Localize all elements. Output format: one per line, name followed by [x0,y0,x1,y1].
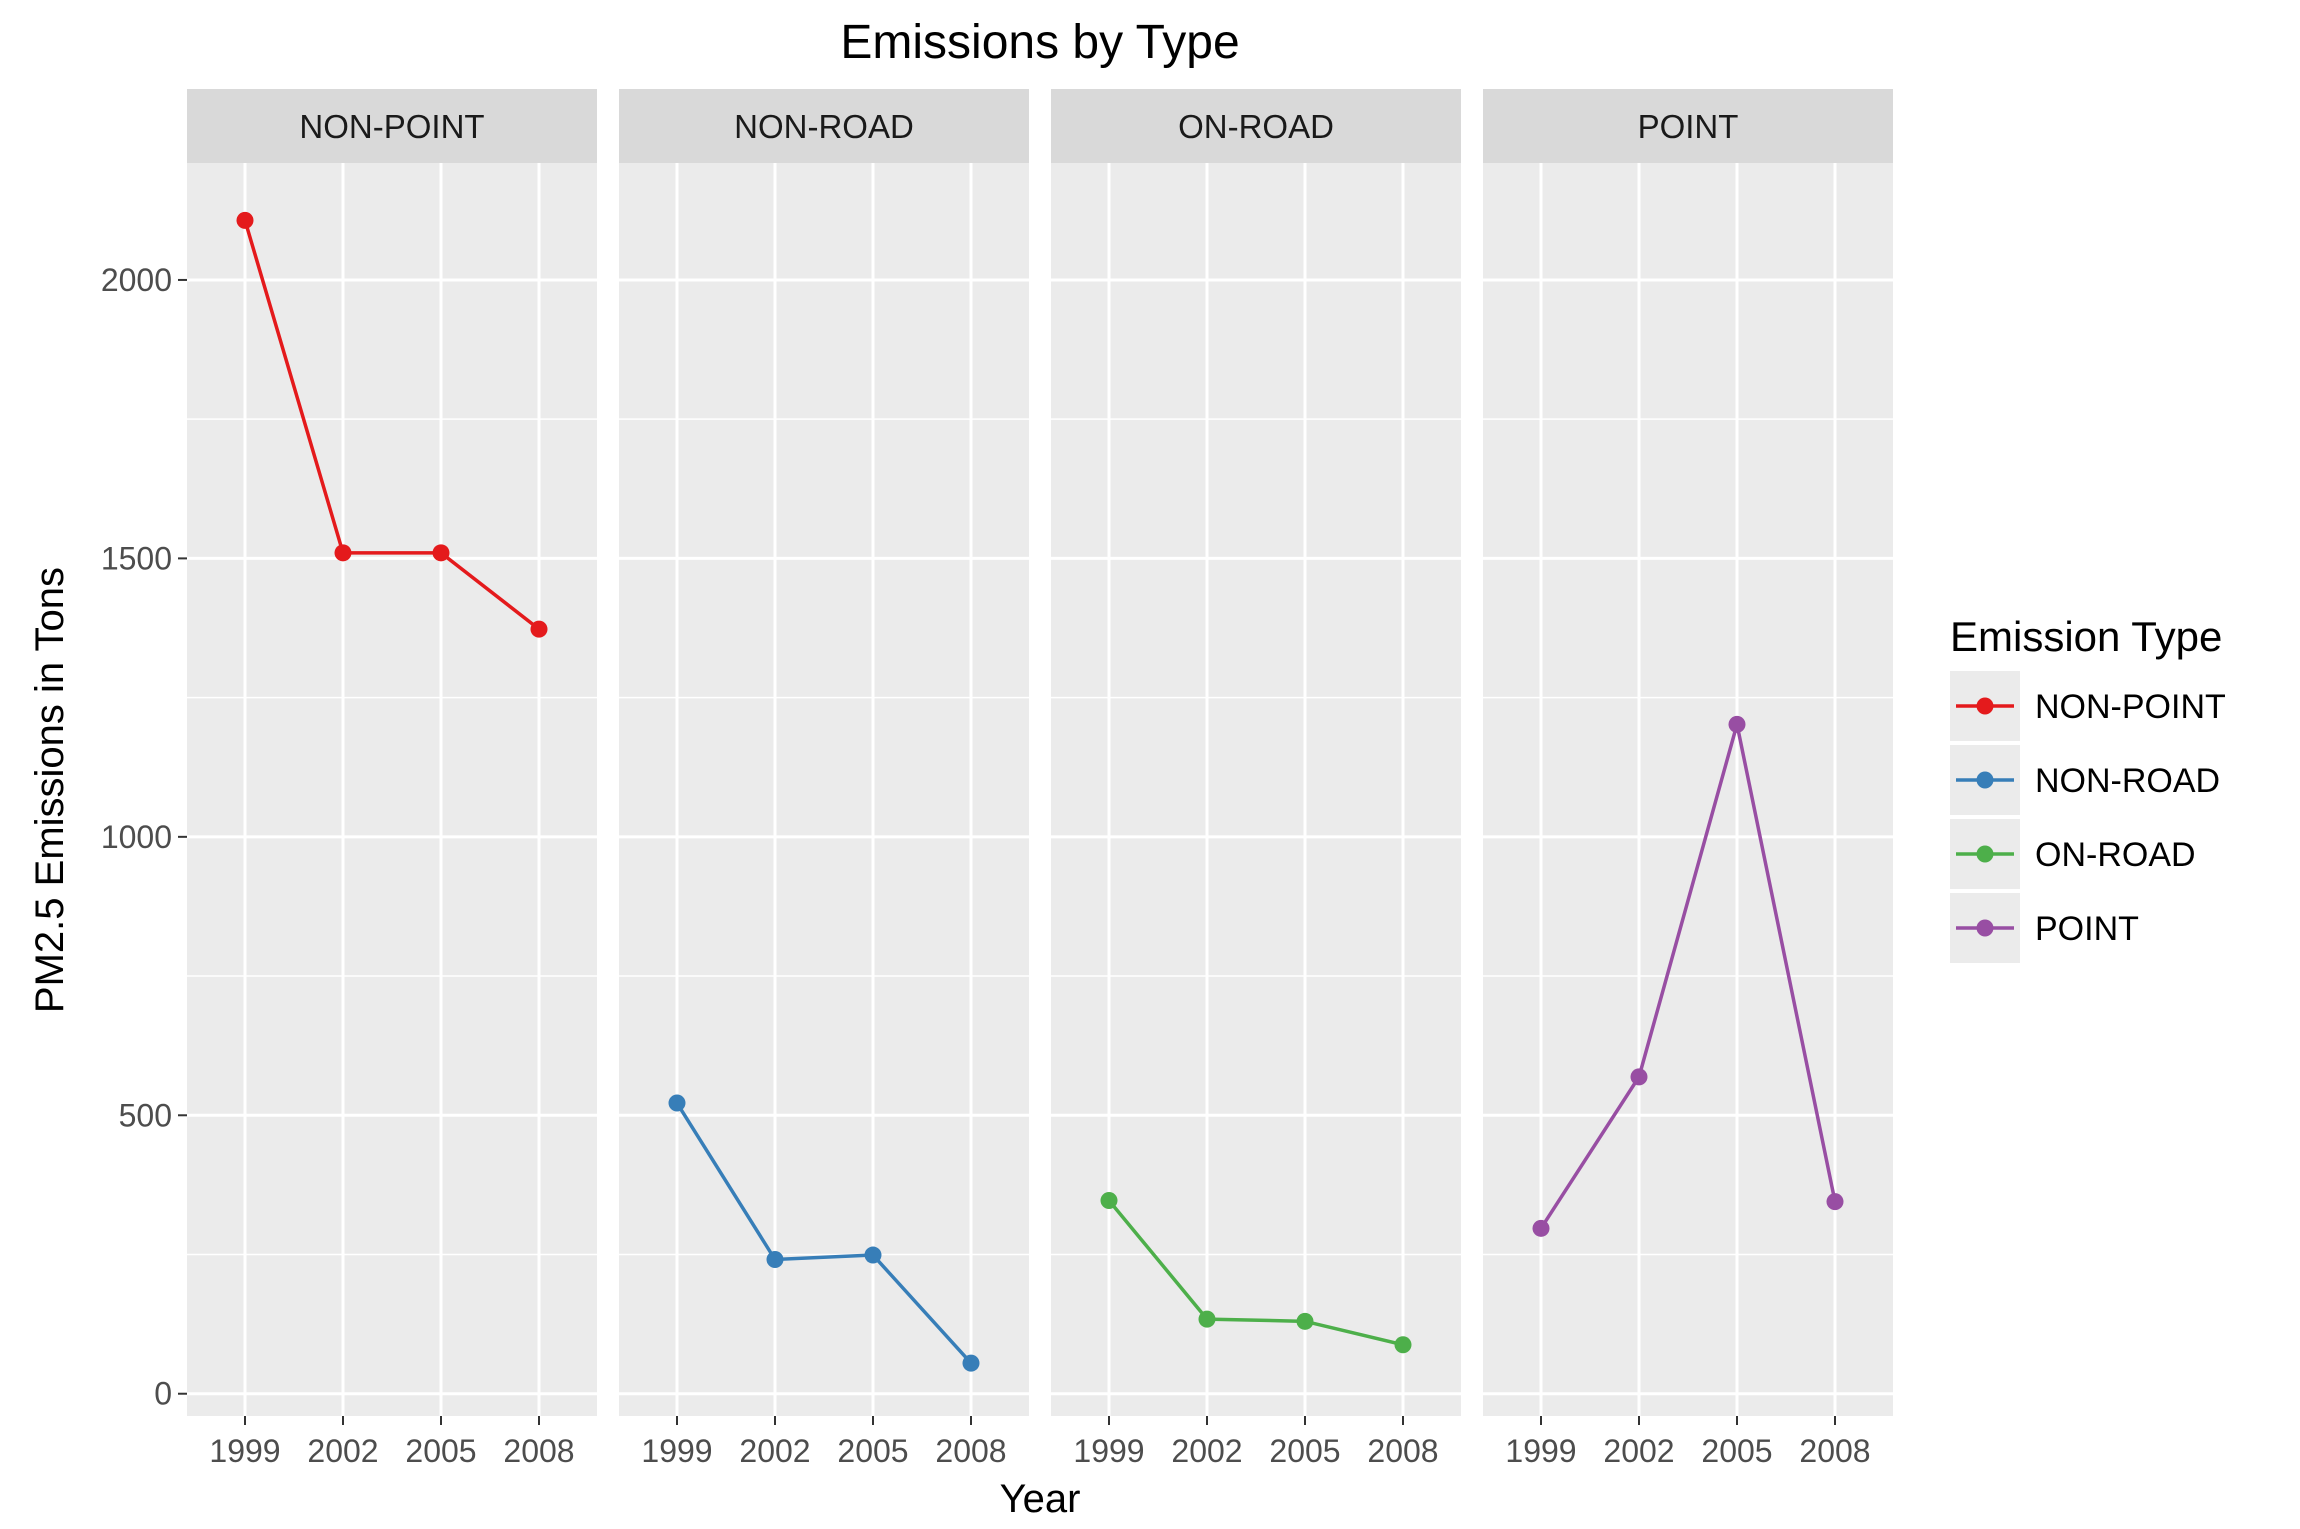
x-tick-label: 2008 [1367,1433,1438,1469]
y-axis: 0 500 1000 1500 2000 [101,262,187,1412]
legend-entry-on-road: ON-ROAD [1950,819,2196,889]
x-tick-label: 2005 [405,1433,476,1469]
x-tick-label: 2005 [837,1433,908,1469]
x-tick-label: 2002 [1171,1433,1242,1469]
facet-non-road: NON-ROAD 1999 2002 2005 2008 [619,89,1029,1469]
data-point [1630,1068,1648,1086]
facet-non-point: NON-POINT 1999 2002 2005 2008 [187,89,597,1469]
legend-key-point [1976,771,1994,789]
series-line-non-point [243,219,541,631]
data-point [236,211,254,229]
panel-background [187,163,597,1416]
data-point [432,544,450,562]
y-tick-label: 500 [119,1097,172,1133]
data-point [864,1246,882,1264]
x-tick-label: 2008 [1799,1433,1870,1469]
y-tick-label: 2000 [101,262,172,298]
panel-background [1483,163,1893,1416]
x-tick-label: 2005 [1701,1433,1772,1469]
x-tick-label: 2005 [1269,1433,1340,1469]
y-tick-label: 1000 [101,819,172,855]
panel-background [619,163,1029,1416]
data-point [962,1354,980,1372]
x-axis-label: Year [1000,1477,1081,1521]
data-point [1728,715,1746,733]
legend: Emission Type NON-POINT NON-ROAD ON-ROAD POI… [1950,613,2226,963]
legend-entry-label: POINT [2035,910,2139,948]
series-line-on-road [1107,1199,1404,1347]
x-tick-label: 2002 [1603,1433,1674,1469]
series-line-non-road [675,1102,973,1365]
facet-strip-label: NON-ROAD [734,108,914,145]
legend-entry-label: NON-POINT [2035,688,2226,726]
x-tick-label: 1999 [209,1433,280,1469]
data-point [1532,1219,1550,1237]
data-point [1394,1336,1412,1354]
legend-entry-non-road: NON-ROAD [1950,745,2220,815]
x-tick-label: 2008 [935,1433,1006,1469]
facet-strip [1051,89,1461,163]
legend-key-point [1976,845,1994,863]
legend-entry-label: NON-ROAD [2035,762,2220,800]
legend-entry-label: ON-ROAD [2035,836,2196,874]
facet-strip [619,89,1029,163]
x-tick-label: 1999 [641,1433,712,1469]
x-tick-label: 2002 [739,1433,810,1469]
facet-strip-label: POINT [1638,108,1739,145]
panel-background [1051,163,1461,1416]
data-point [766,1251,784,1269]
chart-title: Emissions by Type [840,16,1239,69]
facet-strip-label: ON-ROAD [1178,108,1334,145]
facet-point: POINT 1999 2002 2005 2008 [1483,89,1893,1469]
data-point [1100,1191,1118,1209]
x-tick-label: 2008 [503,1433,574,1469]
data-point [334,544,352,562]
data-point [1826,1193,1844,1211]
x-tick-label: 1999 [1073,1433,1144,1469]
legend-entry-non-point: NON-POINT [1950,671,2226,741]
series-line-point [1539,723,1837,1230]
y-tick-label: 0 [154,1376,172,1412]
legend-entry-point: POINT [1950,893,2139,963]
data-point [1198,1310,1216,1328]
data-point [668,1094,686,1112]
facet-strip [187,89,597,163]
x-tick-label: 2002 [307,1433,378,1469]
data-point [530,620,548,638]
facet-strip [1483,89,1893,163]
facet-on-road: ON-ROAD 1999 2002 2005 2008 [1051,89,1461,1469]
data-point [1296,1312,1314,1330]
y-axis-label: PM2.5 Emissions in Tons [28,567,72,1013]
x-tick-label: 1999 [1505,1433,1576,1469]
legend-key-point [1976,919,1994,937]
y-tick-label: 1500 [101,540,172,576]
facet-panels: NON-POINT 1999 2002 2005 2008 NON-ROAD 1999 200… [187,89,1893,1469]
legend-title: Emission Type [1950,613,2222,660]
legend-key-point [1976,697,1994,715]
facet-strip-label: NON-POINT [299,108,484,145]
